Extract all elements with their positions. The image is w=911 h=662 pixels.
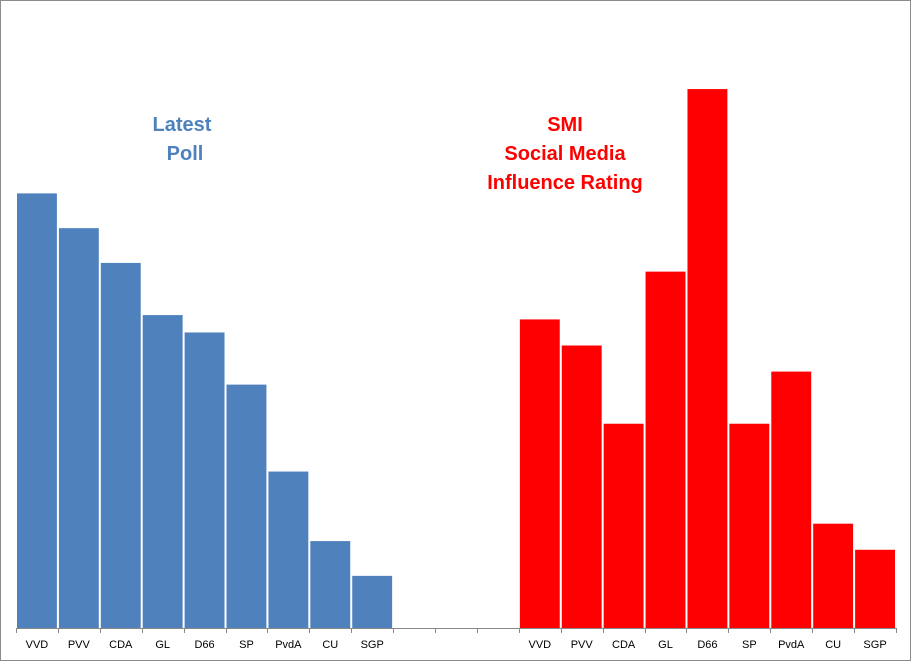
x-tick-label: GL <box>658 639 673 651</box>
x-tick-label: CDA <box>612 639 636 651</box>
bar-poll-sgp <box>352 575 393 628</box>
bar-poll-pvda <box>268 471 309 628</box>
x-tick-label: SGP <box>863 639 886 651</box>
x-tick-label: D66 <box>194 639 214 651</box>
bar-poll-cda <box>100 262 141 628</box>
annotation-smi-line1: SMI <box>547 114 583 136</box>
bar-smi-gl <box>645 271 686 628</box>
x-tick-label: CU <box>825 639 841 651</box>
x-axis-ticks <box>16 628 897 633</box>
bar-smi-cu <box>813 523 854 628</box>
x-tick-label: CDA <box>109 639 133 651</box>
bars-group <box>17 89 895 628</box>
x-axis-tick-labels: VVD PVV CDA GL D66 SP PvdA CU SGP VVD PVV CDA GL D66 S… <box>26 639 887 651</box>
x-tick-label: PvdA <box>275 639 302 651</box>
x-tick-label: GL <box>155 639 170 651</box>
bar-poll-pvv <box>58 228 99 628</box>
annotation-smi-line3: Influence Rating <box>487 172 643 194</box>
x-tick-label: CU <box>322 639 338 651</box>
bar-smi-vvd <box>519 319 560 628</box>
bar-smi-pvda <box>771 371 812 628</box>
x-tick-label: VVD <box>26 639 49 651</box>
x-tick-label: SP <box>742 639 757 651</box>
bar-poll-vvd <box>17 193 57 628</box>
x-tick-label: D66 <box>697 639 717 651</box>
x-tick-label: SP <box>239 639 254 651</box>
bar-poll-cu <box>310 541 351 628</box>
annotation-latest-poll-line1: Latest <box>153 114 212 136</box>
x-tick-label: PVV <box>68 639 91 651</box>
bar-poll-gl <box>142 315 183 628</box>
x-tick-label: VVD <box>528 639 551 651</box>
annotation-smi-line2: Social Media <box>504 143 626 165</box>
bar-smi-d66 <box>687 89 728 628</box>
annotation-latest-poll-line2: Poll <box>167 143 204 165</box>
bar-smi-sgp <box>855 549 895 628</box>
x-tick-label: PVV <box>571 639 594 651</box>
bar-smi-cda <box>603 423 644 628</box>
bar-smi-sp <box>729 423 770 628</box>
bar-poll-sp <box>226 384 267 628</box>
bar-smi-pvv <box>561 345 602 628</box>
x-tick-label: PvdA <box>778 639 805 651</box>
x-tick-label: SGP <box>361 639 384 651</box>
bar-poll-d66 <box>184 332 225 628</box>
